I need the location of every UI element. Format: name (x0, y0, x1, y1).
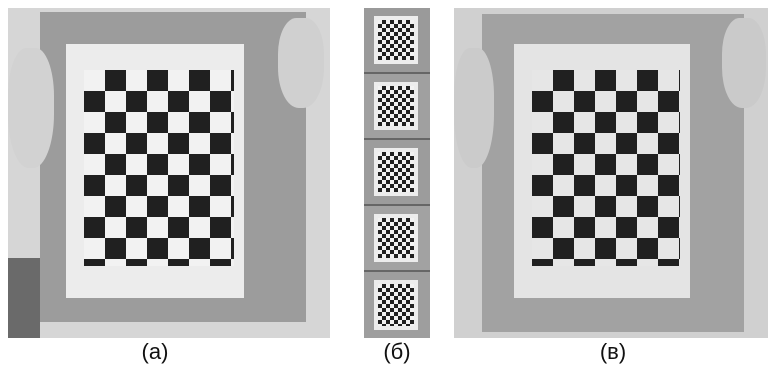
caption-c: (в) (599, 339, 627, 364)
caption-a: (а) (141, 339, 169, 364)
left-hand (8, 48, 54, 168)
photo-panel-c (454, 8, 768, 338)
right-hand-c (722, 18, 766, 108)
photo-panel-a (8, 8, 330, 338)
left-hand-c (454, 48, 494, 168)
checkerboard-pattern-c (532, 70, 680, 266)
caption-b: (б) (383, 339, 411, 364)
frame-sequence-panel-b (364, 8, 430, 338)
frame-3 (364, 140, 430, 206)
frame-4 (364, 206, 430, 272)
checkerboard-pattern (84, 70, 234, 266)
right-hand (278, 18, 324, 108)
floor-shadow (8, 258, 40, 338)
frame-5 (364, 272, 430, 338)
frame-1 (364, 8, 430, 74)
frame-2 (364, 74, 430, 140)
